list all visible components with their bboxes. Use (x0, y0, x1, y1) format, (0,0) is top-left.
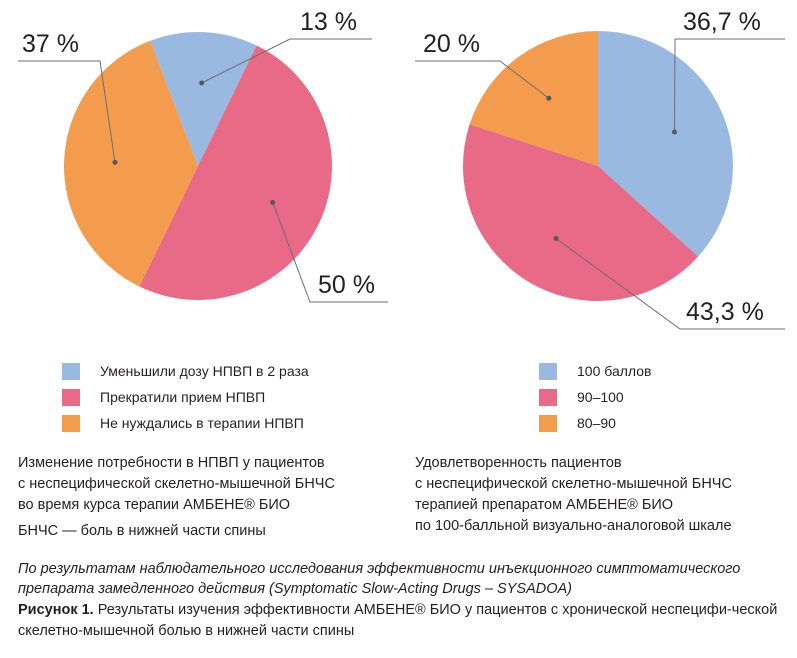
pie-2-slice-2 (463, 124, 699, 301)
pie-1-leader-dot-2 (270, 199, 276, 205)
legend-label: Уменьшили дозу НПВП в 2 раза (100, 363, 309, 379)
pie-1-slice-1 (150, 32, 257, 167)
pie-charts: 13 % 50 % 37 % 36,7 % 43,3 % 20 % (18, 8, 785, 330)
pie-1-value-label-1: 13 % (300, 8, 357, 36)
legend-swatch-pink (539, 388, 557, 406)
chart-1-caption: Изменение потребности в НПВП у пациентов… (18, 453, 335, 542)
pie-1-leader-dot-3 (112, 159, 118, 165)
pie-2-value-label-2: 43,3 % (686, 298, 764, 326)
caption-line: во время курса терапии АМБЕНЕ® БИО (18, 497, 291, 513)
legend-chart-1: Уменьшили дозу НПВП в 2 раза Прекратили … (62, 358, 309, 436)
figure-caption: Рисунок 1. Результаты изучения эффективн… (18, 600, 790, 642)
pie-2-leader-line-3 (415, 60, 550, 99)
legend-item: Не нуждались в терапии НПВП (62, 410, 309, 436)
pie-1-slice-3 (64, 40, 198, 287)
legend-swatch-orange (539, 414, 557, 432)
pie-2-value-label-1: 36,7 % (683, 8, 761, 36)
legend-label: Не нуждались в терапии НПВП (100, 415, 304, 431)
pie-2-value-label-3: 20 % (423, 30, 480, 58)
legend-label: Прекратили прием НПВП (100, 389, 266, 405)
pie-2-slice-3 (469, 31, 598, 166)
pie-1-slice-2 (139, 45, 332, 300)
legend-label: 80–90 (577, 415, 616, 431)
legend-swatch-blue (62, 362, 80, 380)
legend-chart-2: 100 баллов 90–100 80–90 (539, 358, 651, 436)
pie-1-leader-line-2 (272, 202, 388, 303)
caption-line: с неспецифической скелетно-мышечной БНЧС (415, 476, 732, 492)
caption-line: терапией препаратом АМБЕНЕ® БИО (415, 497, 674, 513)
pie-1-value-label-2: 50 % (318, 271, 375, 299)
caption-line: Удовлетворенность пациентов (415, 455, 622, 471)
figure-label: Рисунок 1. (18, 602, 94, 618)
pie-1-value-label-3: 37 % (22, 30, 79, 58)
study-note: По результатам наблюдательного исследова… (18, 561, 741, 597)
pie-2-leader-dot-2 (553, 235, 559, 241)
caption-line: БНЧС — боль в нижней части спины (18, 523, 266, 539)
caption-line: Изменение потребности в НПВП у пациентов (18, 455, 325, 471)
legend-swatch-orange (62, 414, 80, 432)
chart-2-caption: Удовлетворенность пациентов с неспецифич… (415, 453, 732, 537)
pie-2-leader-dot-1 (671, 129, 677, 135)
legend-item: Уменьшили дозу НПВП в 2 раза (62, 358, 309, 384)
pie-1-leader-dot-1 (199, 80, 205, 86)
pie-2-leader-line-1 (673, 38, 785, 133)
pie-2-leader-dot-3 (546, 95, 552, 101)
legend-item: 80–90 (539, 410, 651, 436)
legend-label: 90–100 (577, 389, 624, 405)
legend-item: 100 баллов (539, 358, 651, 384)
pie-1-leader-line-3 (18, 60, 116, 163)
caption-line: по 100-балльной визуально-аналоговой шка… (415, 518, 732, 534)
figure-text: Результаты изучения эффективности АМБЕНЕ… (18, 602, 778, 639)
caption-line: с неспецифической скелетно-мышечной БНЧС (18, 476, 335, 492)
pie-1-leader-line-1 (201, 38, 372, 84)
legend-item: Прекратили прием НПВП (62, 384, 309, 410)
legend-label: 100 баллов (577, 363, 652, 379)
pie-2-slice-1 (598, 31, 733, 257)
legend-swatch-pink (62, 388, 80, 406)
legend-swatch-blue (539, 362, 557, 380)
legend-item: 90–100 (539, 384, 651, 410)
pie-2-leader-line-2 (555, 238, 785, 330)
